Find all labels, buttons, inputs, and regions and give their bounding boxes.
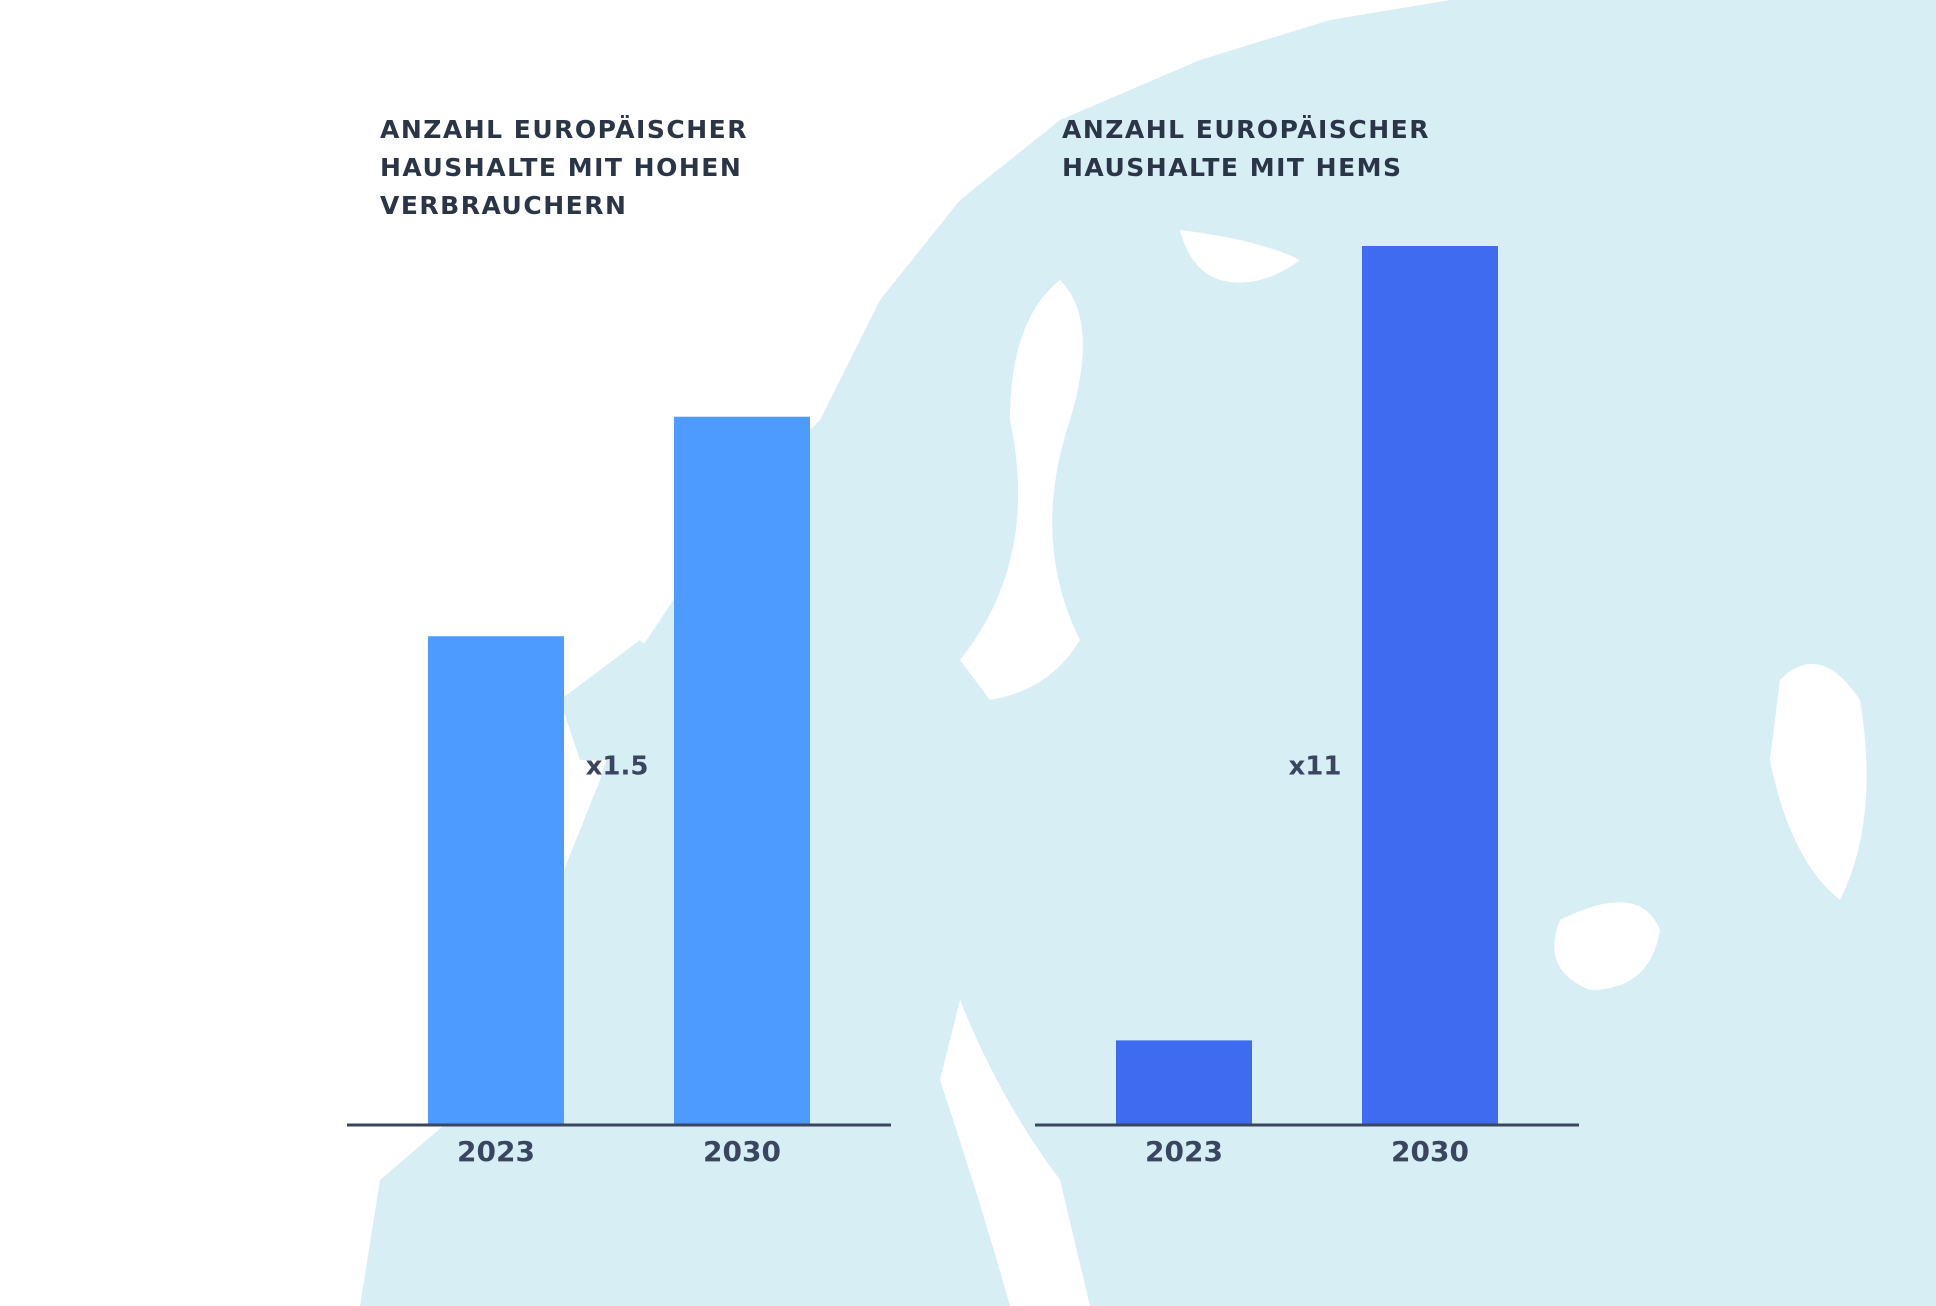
chart-title: ANZAHL EUROPÄISCHER xyxy=(1062,114,1430,144)
chart-title: HAUSHALTE MIT HOHEN xyxy=(380,153,742,182)
bar xyxy=(1362,246,1498,1124)
chart-title: ANZAHL EUROPÄISCHER xyxy=(380,114,748,144)
bar xyxy=(428,636,564,1124)
x-tick-label: 2030 xyxy=(703,1135,781,1168)
x-tick-label: 2023 xyxy=(457,1135,535,1168)
bar xyxy=(1116,1040,1252,1124)
chart-title: VERBRAUCHERN xyxy=(380,191,627,220)
annotation: x11 xyxy=(1289,752,1342,782)
chart-title: HAUSHALTE MIT HEMS xyxy=(1062,153,1403,182)
x-tick-label: 2030 xyxy=(1391,1135,1469,1168)
annotation: x1.5 xyxy=(586,752,649,782)
bar xyxy=(674,416,810,1124)
x-tick-label: 2023 xyxy=(1145,1135,1223,1168)
